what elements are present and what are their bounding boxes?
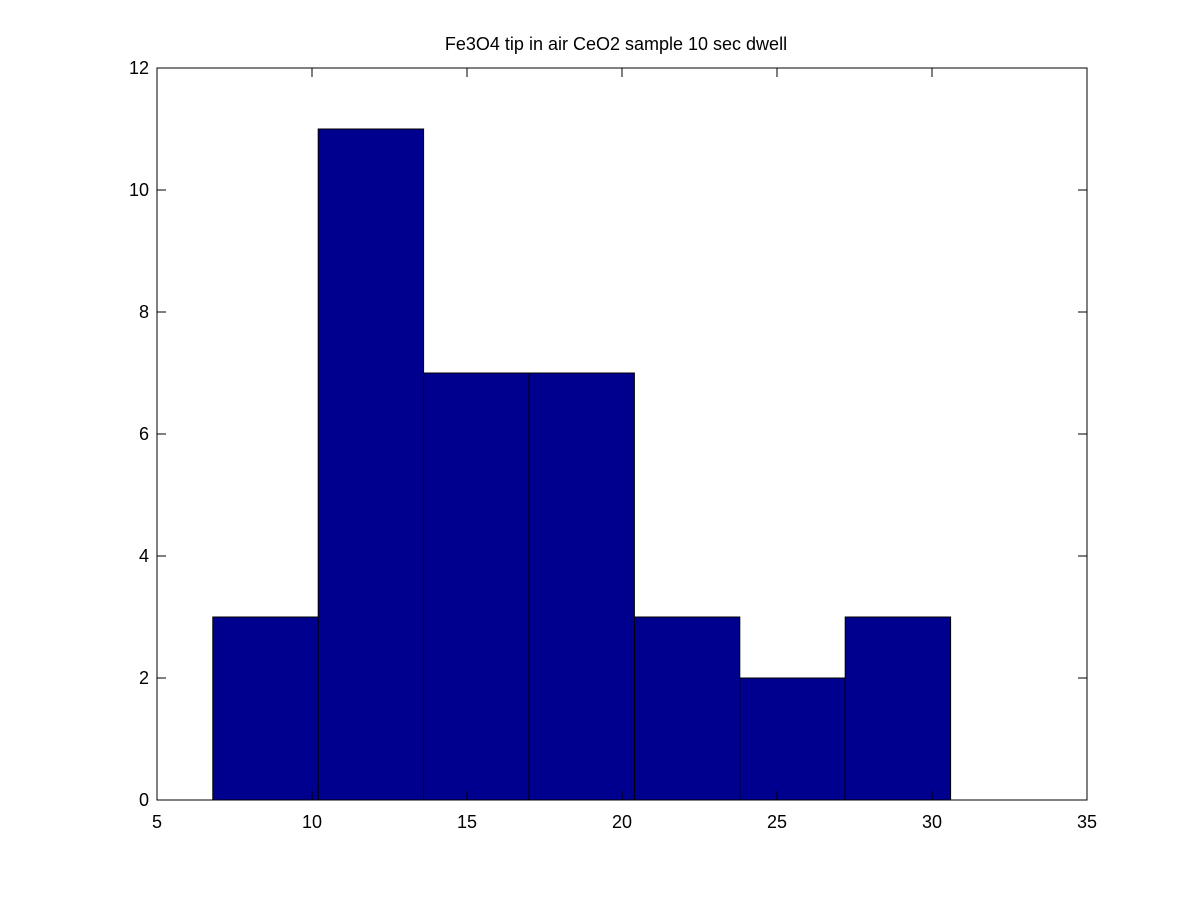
x-tick-label: 25	[767, 812, 787, 832]
y-tick-label: 12	[129, 58, 149, 78]
histogram-bar-5	[633, 616, 741, 801]
y-tick-label: 6	[139, 424, 149, 444]
y-tick-label: 2	[139, 668, 149, 688]
histogram-bar-2	[317, 128, 425, 801]
y-axis-ticks: 0 2 4 6 8 10 12	[129, 58, 1087, 810]
x-tick-label: 30	[922, 812, 942, 832]
x-axis-ticks: 5 10 15 20 25 30 35	[152, 68, 1097, 832]
histogram-bar-6	[739, 677, 846, 801]
x-tick-label: 10	[302, 812, 322, 832]
histogram-bar-7	[844, 616, 952, 801]
chart-title: Fe3O4 tip in air CeO2 sample 10 sec dwel…	[445, 34, 787, 54]
x-tick-label: 20	[612, 812, 632, 832]
y-tick-label: 0	[139, 790, 149, 810]
y-tick-label: 10	[129, 180, 149, 200]
x-tick-label: 35	[1077, 812, 1097, 832]
x-tick-label: 5	[152, 812, 162, 832]
y-tick-label: 4	[139, 546, 149, 566]
histogram-bar-1	[212, 616, 319, 801]
x-tick-label: 15	[457, 812, 477, 832]
histogram-bars	[212, 128, 952, 801]
y-tick-label: 8	[139, 302, 149, 322]
histogram-bar-4	[528, 372, 635, 801]
histogram-bar-3	[423, 372, 530, 801]
